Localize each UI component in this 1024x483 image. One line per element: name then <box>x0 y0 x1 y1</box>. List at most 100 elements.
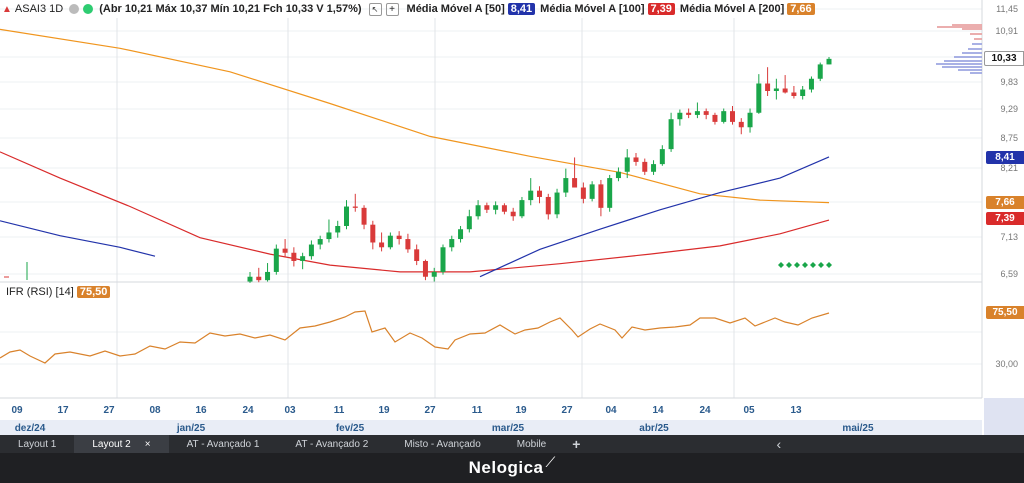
candle-24 <box>458 225 464 243</box>
rsi-label[interactable]: IFR (RSI) [14] <box>6 286 74 298</box>
tab-misto-avancado[interactable]: Misto - Avançado <box>404 438 481 450</box>
month-tick-label: mar/25 <box>492 423 525 434</box>
candle-31 <box>519 196 525 219</box>
month-strip <box>0 420 982 435</box>
ticker-label[interactable]: ASAI3 1D <box>14 3 64 15</box>
candle-body <box>414 249 420 261</box>
cursor-tool-icon[interactable]: ↖ <box>368 2 382 16</box>
month-tick-label: abr/25 <box>639 423 669 434</box>
candle-body <box>756 83 762 113</box>
add-tab-button[interactable]: + <box>572 436 581 452</box>
candle-22 <box>440 244 446 275</box>
candle-body <box>694 111 700 115</box>
month-tick-label: jan/25 <box>176 423 206 434</box>
day-tick-label: 19 <box>378 405 390 416</box>
candle-body <box>282 248 288 253</box>
price-tick-label: 10,91 <box>995 26 1018 36</box>
ma50-value: 8,41 <box>507 3 536 15</box>
candle-42 <box>615 167 621 182</box>
ma100-price-badge: 7,39 <box>986 212 1024 225</box>
volume-profile-bar <box>968 48 982 50</box>
candle-10 <box>335 220 341 238</box>
candle-33 <box>537 186 542 204</box>
candle-body <box>651 164 657 172</box>
candle-body <box>466 216 472 230</box>
signal-marker-5 <box>818 262 824 268</box>
candle-body <box>247 276 253 282</box>
close-icon[interactable]: × <box>144 438 151 450</box>
month-tick-label: fev/25 <box>336 423 365 434</box>
candle-15 <box>379 232 385 252</box>
candle-37 <box>572 157 578 188</box>
volume-profile-bar <box>942 66 982 68</box>
price-tick-label: 9,83 <box>1000 77 1018 87</box>
ma50-label[interactable]: Média Móvel A [50] <box>406 3 505 15</box>
candle-47 <box>659 145 665 166</box>
candle-63 <box>800 86 806 100</box>
candle-body <box>458 229 464 240</box>
volume-profile-bar <box>936 63 982 65</box>
ma200-label[interactable]: Média Móvel A [200] <box>679 3 785 15</box>
ma50-line-early <box>0 220 156 257</box>
tab-mobile[interactable]: Mobile <box>516 438 547 450</box>
tab-at-avancado-1[interactable]: AT - Avançado 1 <box>186 438 260 450</box>
candle-57 <box>747 108 753 133</box>
candle-14 <box>370 220 376 250</box>
candle-body <box>484 205 490 210</box>
rsi-tick-label: 30,00 <box>995 359 1018 369</box>
candle-body <box>808 78 814 90</box>
brand-mark-icon: ⟋ <box>545 453 556 470</box>
tab-layout-2[interactable]: Layout 2 × <box>74 435 169 453</box>
time-axis[interactable]: 09 17 27 08 16 24 03 11 19 27 11 19 27 04 14 24 05 13 dez/… <box>0 397 982 435</box>
tab-layout-1[interactable]: Layout 1 <box>18 438 57 450</box>
candle-17 <box>396 231 402 245</box>
candle-body <box>528 190 534 201</box>
day-tick-label: 13 <box>790 405 802 416</box>
volume-profile-bar <box>954 56 982 58</box>
candle-body <box>791 92 797 96</box>
candle-body <box>633 157 639 162</box>
rsi-price-badge: 75,50 <box>986 306 1024 319</box>
candle-44 <box>633 153 639 166</box>
signal-marker-2 <box>794 262 800 268</box>
candle-body <box>317 239 323 245</box>
candle-12 <box>352 193 358 212</box>
ma100-label[interactable]: Média Móvel A [100] <box>540 3 645 15</box>
candles <box>4 57 832 283</box>
signal-marker-6 <box>826 262 832 268</box>
asset-warning-icon: ▲ <box>2 3 12 15</box>
collapse-tabs-icon[interactable]: ‹ <box>776 436 782 452</box>
candle-body <box>510 211 516 217</box>
candle-body <box>475 205 481 217</box>
candle-32 <box>528 178 534 206</box>
day-tick-label: 14 <box>652 405 664 416</box>
moving-average-lines <box>0 28 830 278</box>
settings-dot-icon[interactable] <box>69 4 80 14</box>
last-price-badge: 10,33 <box>984 51 1024 66</box>
candle-45 <box>642 158 648 175</box>
candle-20 <box>422 259 428 281</box>
candle-body <box>589 184 595 199</box>
day-tick-label: 03 <box>284 405 296 416</box>
tab-at-avancado-2[interactable]: AT - Avançado 2 <box>295 438 369 450</box>
candle-23 <box>449 235 455 252</box>
candle-1 <box>256 267 262 283</box>
day-tick-label: 24 <box>699 405 711 416</box>
candle-body <box>677 112 683 120</box>
candle-61 <box>782 75 788 94</box>
volume-profile-bar <box>974 38 982 40</box>
status-dot-icon <box>83 4 94 14</box>
day-tick-label: 16 <box>195 405 207 416</box>
candle-body <box>782 88 788 93</box>
candle-53 <box>712 112 718 125</box>
candle-35 <box>554 188 560 219</box>
day-tick-label: 24 <box>242 405 254 416</box>
candle-body <box>352 206 358 208</box>
candle-body <box>721 111 727 122</box>
candle-body <box>379 242 385 248</box>
price-tick-label: 11,45 <box>996 4 1018 14</box>
price-chart[interactable]: 11,4510,9110,379,839,298,758,217,677,136… <box>0 0 1024 435</box>
candle-body <box>800 89 806 96</box>
add-indicator-icon[interactable]: + <box>385 2 399 16</box>
candle-48 <box>668 112 674 152</box>
